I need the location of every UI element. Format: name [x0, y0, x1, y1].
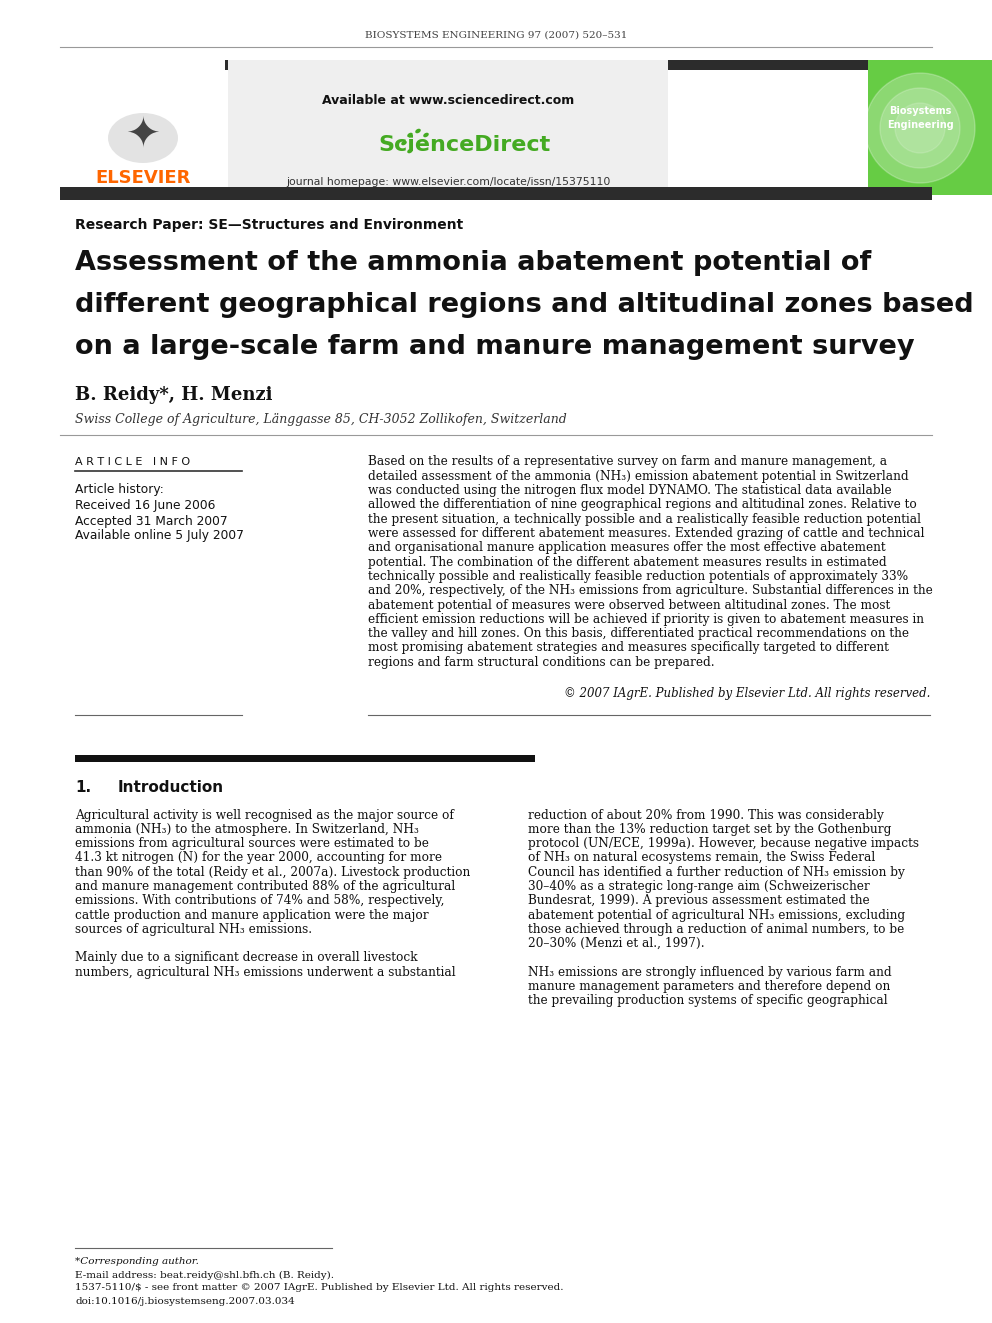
Ellipse shape [108, 112, 178, 163]
Text: 30–40% as a strategic long-range aim (Schweizerischer: 30–40% as a strategic long-range aim (Sc… [528, 880, 870, 893]
Text: journal homepage: www.elsevier.com/locate/issn/15375110: journal homepage: www.elsevier.com/locat… [286, 177, 610, 187]
Text: the valley and hill zones. On this basis, differentiated practical recommendatio: the valley and hill zones. On this basis… [368, 627, 909, 640]
Text: sources of agricultural NH₃ emissions.: sources of agricultural NH₃ emissions. [75, 923, 312, 935]
Bar [868, 60, 992, 194]
Text: of NH₃ on natural ecosystems remain, the Swiss Federal: of NH₃ on natural ecosystems remain, the… [528, 852, 875, 864]
Ellipse shape [401, 140, 407, 146]
Text: Assessment of the ammonia abatement potential of: Assessment of the ammonia abatement pote… [75, 250, 871, 277]
Text: and manure management contributed 88% of the agricultural: and manure management contributed 88% of… [75, 880, 455, 893]
Text: abatement potential of agricultural NH₃ emissions, excluding: abatement potential of agricultural NH₃ … [528, 909, 905, 922]
Text: doi:10.1016/j.biosystemseng.2007.03.034: doi:10.1016/j.biosystemseng.2007.03.034 [75, 1297, 295, 1306]
Text: different geographical regions and altitudinal zones based: different geographical regions and altit… [75, 292, 973, 318]
Circle shape [865, 73, 975, 183]
Text: reduction of about 20% from 1990. This was considerably: reduction of about 20% from 1990. This w… [528, 808, 884, 822]
Text: potential. The combination of the different abatement measures results in estima: potential. The combination of the differ… [368, 556, 887, 569]
Text: manure management parameters and therefore depend on: manure management parameters and therefo… [528, 980, 890, 994]
Text: B. Reidy*, H. Menzi: B. Reidy*, H. Menzi [75, 386, 273, 404]
Text: numbers, agricultural NH₃ emissions underwent a substantial: numbers, agricultural NH₃ emissions unde… [75, 966, 455, 979]
Text: those achieved through a reduction of animal numbers, to be: those achieved through a reduction of an… [528, 923, 905, 935]
Text: Mainly due to a significant decrease in overall livestock: Mainly due to a significant decrease in … [75, 951, 418, 964]
Text: Introduction: Introduction [118, 779, 224, 795]
Circle shape [880, 89, 960, 168]
Text: A R T I C L E   I N F O: A R T I C L E I N F O [75, 456, 190, 467]
Text: Bundesrat, 1999). A previous assessment estimated the: Bundesrat, 1999). A previous assessment … [528, 894, 870, 908]
Text: the prevailing production systems of specific geographical: the prevailing production systems of spe… [528, 995, 888, 1007]
Bar [60, 60, 932, 70]
Text: Council has identified a further reduction of NH₃ emission by: Council has identified a further reducti… [528, 865, 905, 878]
Text: abatement potential of measures were observed between altitudinal zones. The mos: abatement potential of measures were obs… [368, 598, 890, 611]
Text: allowed the differentiation of nine geographical regions and altitudinal zones. : allowed the differentiation of nine geog… [368, 499, 917, 512]
Text: was conducted using the nitrogen flux model DYNAMO. The statistical data availab: was conducted using the nitrogen flux mo… [368, 484, 892, 497]
Text: technically possible and realistically feasible reduction potentials of approxim: technically possible and realistically f… [368, 570, 908, 583]
Ellipse shape [408, 132, 413, 138]
Text: detailed assessment of the ammonia (NH₃) emission abatement potential in Switzer: detailed assessment of the ammonia (NH₃)… [368, 470, 909, 483]
Text: ✦: ✦ [126, 114, 161, 156]
Text: more than the 13% reduction target set by the Gothenburg: more than the 13% reduction target set b… [528, 823, 892, 836]
Text: 20–30% (Menzi et al., 1997).: 20–30% (Menzi et al., 1997). [528, 937, 704, 950]
Text: cattle production and manure application were the major: cattle production and manure application… [75, 909, 429, 922]
Text: on a large-scale farm and manure management survey: on a large-scale farm and manure managem… [75, 333, 915, 360]
Text: and 20%, respectively, of the NH₃ emissions from agriculture. Substantial differ: and 20%, respectively, of the NH₃ emissi… [368, 585, 932, 597]
Text: Biosystems
Engineering: Biosystems Engineering [887, 106, 953, 130]
Bar [228, 60, 668, 194]
Text: E-mail address: beat.reidy@shl.bfh.ch (B. Reidy).: E-mail address: beat.reidy@shl.bfh.ch (B… [75, 1270, 334, 1279]
Text: *Corresponding author.: *Corresponding author. [75, 1257, 198, 1266]
Text: Accepted 31 March 2007: Accepted 31 March 2007 [75, 515, 227, 528]
Circle shape [895, 103, 945, 153]
Text: 41.3 kt nitrogen (N) for the year 2000, accounting for more: 41.3 kt nitrogen (N) for the year 2000, … [75, 852, 442, 864]
Text: the present situation, a technically possible and a realistically feasible reduc: the present situation, a technically pos… [368, 513, 921, 525]
Text: emissions. With contributions of 74% and 58%, respectively,: emissions. With contributions of 74% and… [75, 894, 444, 908]
Text: and organisational manure application measures offer the most effective abatemen: and organisational manure application me… [368, 541, 886, 554]
Text: BIOSYSTEMS ENGINEERING 97 (2007) 520–531: BIOSYSTEMS ENGINEERING 97 (2007) 520–531 [365, 30, 627, 40]
Text: ScienceDirect: ScienceDirect [379, 135, 552, 155]
Text: protocol (UN/ECE, 1999a). However, because negative impacts: protocol (UN/ECE, 1999a). However, becau… [528, 837, 919, 851]
Text: 1537-5110/$ - see front matter © 2007 IAgrE. Published by Elsevier Ltd. All righ: 1537-5110/$ - see front matter © 2007 IA… [75, 1283, 563, 1293]
Ellipse shape [424, 132, 429, 138]
Text: © 2007 IAgrE. Published by Elsevier Ltd. All rights reserved.: © 2007 IAgrE. Published by Elsevier Ltd.… [563, 687, 930, 700]
Text: 1.: 1. [75, 779, 91, 795]
Text: were assessed for different abatement measures. Extended grazing of cattle and t: were assessed for different abatement me… [368, 527, 925, 540]
Text: Research Paper: SE—Structures and Environment: Research Paper: SE—Structures and Enviro… [75, 218, 463, 232]
Ellipse shape [408, 148, 413, 153]
Text: than 90% of the total (Reidy et al., 2007a). Livestock production: than 90% of the total (Reidy et al., 200… [75, 865, 470, 878]
Text: Article history:: Article history: [75, 483, 164, 496]
Text: ELSEVIER: ELSEVIER [95, 169, 190, 187]
Bar [60, 60, 225, 194]
Text: Based on the results of a representative survey on farm and manure management, a: Based on the results of a representative… [368, 455, 887, 468]
Text: NH₃ emissions are strongly influenced by various farm and: NH₃ emissions are strongly influenced by… [528, 966, 892, 979]
Bar [75, 755, 535, 762]
Text: Agricultural activity is well recognised as the major source of: Agricultural activity is well recognised… [75, 808, 454, 822]
Text: Available at www.sciencedirect.com: Available at www.sciencedirect.com [321, 94, 574, 106]
Text: Available online 5 July 2007: Available online 5 July 2007 [75, 529, 244, 542]
Text: regions and farm structural conditions can be prepared.: regions and farm structural conditions c… [368, 656, 714, 668]
Text: most promising abatement strategies and measures specifically targeted to differ: most promising abatement strategies and … [368, 642, 889, 655]
Text: emissions from agricultural sources were estimated to be: emissions from agricultural sources were… [75, 837, 429, 851]
Ellipse shape [416, 128, 421, 134]
Text: Received 16 June 2006: Received 16 June 2006 [75, 500, 215, 512]
Text: Swiss College of Agriculture, Länggasse 85, CH-3052 Zollikofen, Switzerland: Swiss College of Agriculture, Länggasse … [75, 414, 566, 426]
Bar [60, 187, 932, 200]
Text: ammonia (NH₃) to the atmosphere. In Switzerland, NH₃: ammonia (NH₃) to the atmosphere. In Swit… [75, 823, 419, 836]
Text: efficient emission reductions will be achieved if priority is given to abatement: efficient emission reductions will be ac… [368, 613, 924, 626]
